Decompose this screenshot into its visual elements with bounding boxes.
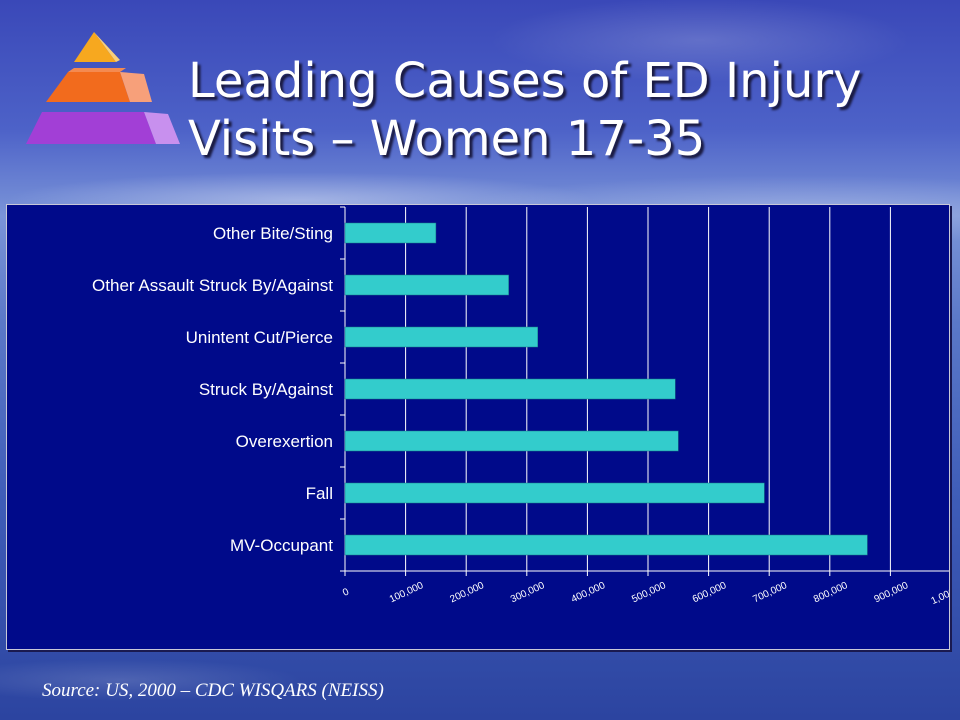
x-tick-label: 0 <box>341 586 351 599</box>
bar <box>344 274 509 296</box>
title-line-1: Leading Causes of ED Injury <box>188 53 862 109</box>
x-tick-label: 400,000 <box>570 580 608 605</box>
x-tick-label: 300,000 <box>509 580 547 605</box>
bar <box>344 430 679 452</box>
x-tick-label: 200,000 <box>448 580 486 605</box>
x-tick-label: 500,000 <box>630 580 668 605</box>
chart-svg: 0 100,000 200,000 300,000 400,000 500,000 600,… <box>92 206 949 607</box>
x-tick-label: 700,000 <box>751 580 789 605</box>
category-label: Other Bite/Sting <box>213 224 333 243</box>
bar-chart: 0 100,000 200,000 300,000 400,000 500,000 600,… <box>6 204 950 650</box>
source-note: Source: US, 2000 – CDC WISQARS (NEISS) <box>42 680 384 701</box>
category-label: Fall <box>306 484 333 503</box>
x-tick-label: 1,000,000 <box>929 578 949 607</box>
bar <box>344 222 437 244</box>
x-tick-label: 600,000 <box>691 580 729 605</box>
category-label: Struck By/Against <box>199 380 333 399</box>
x-tick-label: 900,000 <box>873 580 911 605</box>
category-label: Other Assault Struck By/Against <box>92 276 333 295</box>
bar <box>344 534 868 556</box>
slide-title: Leading Causes of ED Injury Visits – Wom… <box>188 52 948 168</box>
bar <box>344 326 538 348</box>
title-line-2: Visits – Women 17-35 <box>188 111 706 167</box>
x-tick-label: 800,000 <box>812 580 850 605</box>
category-label: MV-Occupant <box>230 536 333 555</box>
category-label: Unintent Cut/Pierce <box>186 328 333 347</box>
pyramid-icon <box>26 32 180 144</box>
bar <box>344 378 676 400</box>
bar <box>344 482 765 504</box>
category-label: Overexertion <box>236 432 333 451</box>
x-tick-label: 100,000 <box>388 580 426 605</box>
